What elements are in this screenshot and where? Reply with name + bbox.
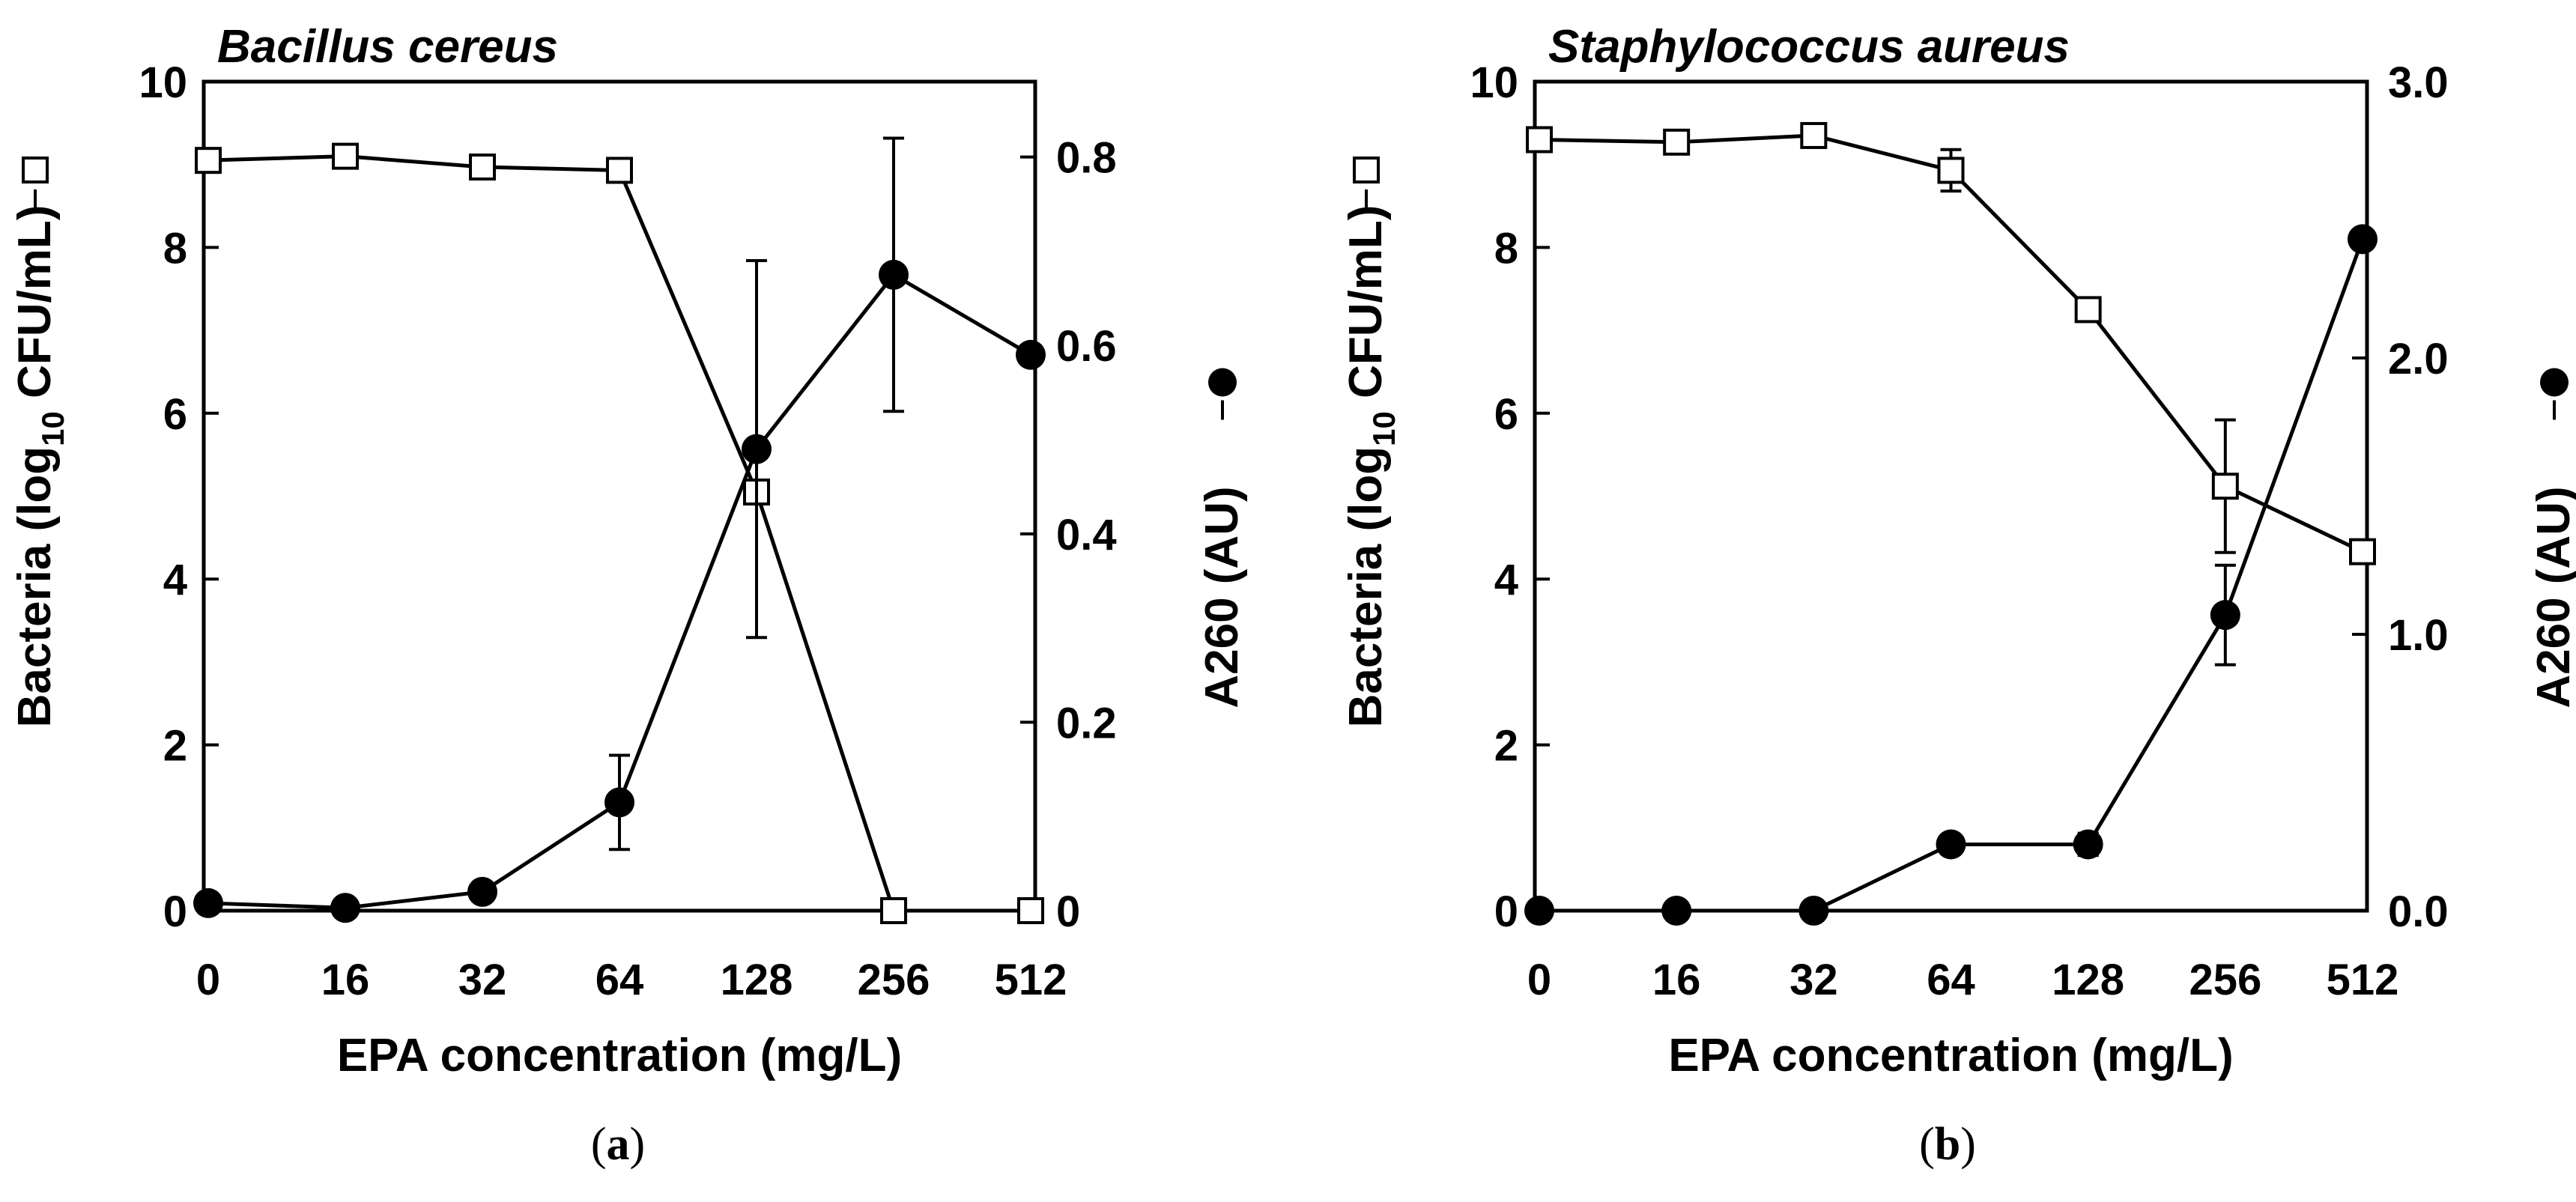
left-y-axis-label-part: CFU/mL): [1340, 205, 1392, 412]
panel-label: (a): [591, 1119, 645, 1170]
x-axis-tick-label: 128: [2052, 956, 2124, 1004]
x-axis-tick-label: 256: [858, 956, 930, 1004]
data-point-filled-circle: [2348, 224, 2378, 255]
data-point-open-square: [880, 897, 907, 924]
right-axis-tick-label: 0.6: [1056, 322, 1117, 371]
left-y-axis-label-part: Bacteria (log: [9, 446, 61, 728]
data-point-open-square: [1663, 128, 1691, 156]
right-axis-tick-label: 0.2: [1056, 699, 1117, 747]
right-y-axis-label: A260 (AU): [1196, 486, 1248, 708]
x-axis-tick-label: 512: [2327, 956, 2399, 1004]
left-axis-tick-label: 2: [1494, 722, 1518, 771]
panel-label-paren: ): [1960, 1119, 1976, 1170]
x-axis-tick-label: 32: [1789, 956, 1838, 1004]
x-axis-tick-label: 32: [458, 956, 507, 1004]
plot-frame: [1533, 79, 2369, 913]
left-axis-tick-label: 4: [1494, 556, 1518, 604]
panel-label-paren: (: [591, 1119, 607, 1170]
data-point-open-square: [2211, 473, 2239, 500]
data-point-filled-circle: [1016, 339, 1046, 370]
data-point-open-square: [195, 147, 222, 174]
left-y-axis-label-subscript: 10: [35, 411, 70, 446]
x-axis-tick-label: 64: [1927, 956, 1975, 1004]
series-a260: [1524, 224, 2378, 926]
right-axis-tick-label: 1.0: [2388, 611, 2449, 660]
series-bacteria: [1526, 121, 2376, 565]
x-axis-label: EPA concentration (mg/L): [337, 1030, 902, 1081]
left-axis-tick-label: 4: [163, 556, 187, 604]
left-y-axis-label: Bacteria (log10 CFU/mL): [1340, 205, 1401, 728]
left-axis-tick-label: 8: [163, 224, 187, 273]
data-point-open-square: [2349, 538, 2376, 565]
right-axis-tick-label: 3.0: [2388, 58, 2449, 107]
chart-panel-a: 0 2 4 6 8 10 0 0.2 0.4 0.6 0.8 0 16 32 64 128 256 512 Baci…: [9, 21, 1248, 1170]
data-point-filled-circle: [193, 887, 223, 918]
left-y-axis-label-part: CFU/mL): [9, 205, 61, 412]
data-point-filled-circle: [604, 787, 634, 818]
data-point-open-square: [2074, 296, 2102, 324]
data-point-filled-circle: [1936, 829, 1966, 860]
data-point-filled-circle: [1798, 896, 1829, 926]
data-point-filled-circle: [2210, 600, 2240, 631]
panel-label-paren: (: [1919, 1119, 1935, 1170]
legend-filled-circle-marker: [2540, 368, 2569, 397]
right-axis-tick-label: 0.8: [1056, 134, 1117, 183]
left-y-axis-label: Bacteria (log10 CFU/mL): [9, 205, 70, 728]
series-a260: [193, 136, 1046, 923]
chart-title: Staphylococcus aureus: [1548, 21, 2070, 73]
data-point-open-square: [1526, 126, 1553, 154]
right-axis-tick-label: 0.0: [2388, 887, 2449, 936]
left-axis-tick-label: 0: [1494, 887, 1518, 936]
right-axis-tick-label: 2.0: [2388, 335, 2449, 383]
data-point-open-square: [1937, 157, 1965, 184]
right-y-axis-label: A260 (AU): [2528, 486, 2576, 708]
chart-panel-b: 0 2 4 6 8 10 0.0 1.0 2.0 3.0 0 16 32 64 128 256 512 Staph…: [1340, 21, 2576, 1170]
panel-label: (b): [1919, 1119, 1976, 1170]
series-line-a260: [1539, 238, 2365, 913]
legend-open-square-marker: [22, 157, 49, 183]
data-point-filled-circle: [1661, 896, 1692, 926]
data-point-open-square: [1800, 121, 1828, 149]
left-axis-tick-label: 8: [1494, 224, 1518, 273]
x-axis-tick-label: 256: [2189, 956, 2261, 1004]
left-axis-tick-label: 6: [163, 390, 187, 439]
x-axis-tick-label: 16: [1652, 956, 1701, 1004]
data-point-filled-circle: [2073, 829, 2103, 860]
right-axis-tick-label: 0: [1056, 887, 1080, 936]
panel-label-letter: a: [607, 1119, 630, 1170]
data-point-open-square: [332, 142, 359, 170]
data-point-open-square: [606, 157, 633, 184]
data-point-filled-circle: [1524, 896, 1554, 926]
x-axis-tick-label: 16: [321, 956, 370, 1004]
panel-label-paren: ): [630, 1119, 646, 1170]
data-point-filled-circle: [467, 876, 497, 907]
x-axis-tick-label: 512: [995, 956, 1067, 1004]
legend-filled-circle-marker: [1208, 368, 1237, 397]
data-point-open-square: [1017, 897, 1044, 924]
series-line-bacteria: [1539, 133, 2364, 553]
data-point-filled-circle: [879, 259, 909, 290]
left-axis-tick-label: 6: [1494, 390, 1518, 439]
panel-label-letter: b: [1935, 1119, 1960, 1170]
left-axis-tick-label: 2: [163, 722, 187, 771]
data-point-filled-circle: [742, 434, 772, 464]
left-y-axis-label-subscript: 10: [1366, 411, 1401, 446]
x-axis-tick-label: 128: [721, 956, 793, 1004]
series-bacteria: [195, 142, 1044, 924]
legend-open-square-marker: [1353, 157, 1380, 183]
left-axis-tick-label: 10: [139, 58, 187, 107]
data-point-open-square: [469, 154, 496, 181]
x-axis-tick-label: 64: [595, 956, 644, 1004]
left-axis-tick-label: 0: [163, 887, 187, 936]
left-y-axis-label-part: Bacteria (log: [1340, 446, 1392, 728]
plot-frame: [201, 79, 1037, 913]
right-axis-tick-label: 0.4: [1056, 511, 1117, 559]
x-axis-label: EPA concentration (mg/L): [1668, 1030, 2233, 1081]
left-axis-tick-label: 10: [1470, 58, 1518, 107]
chart-title: Bacillus cereus: [217, 21, 558, 73]
x-axis-tick-label: 0: [196, 956, 220, 1004]
data-point-filled-circle: [330, 893, 360, 923]
x-axis-tick-label: 0: [1527, 956, 1551, 1004]
